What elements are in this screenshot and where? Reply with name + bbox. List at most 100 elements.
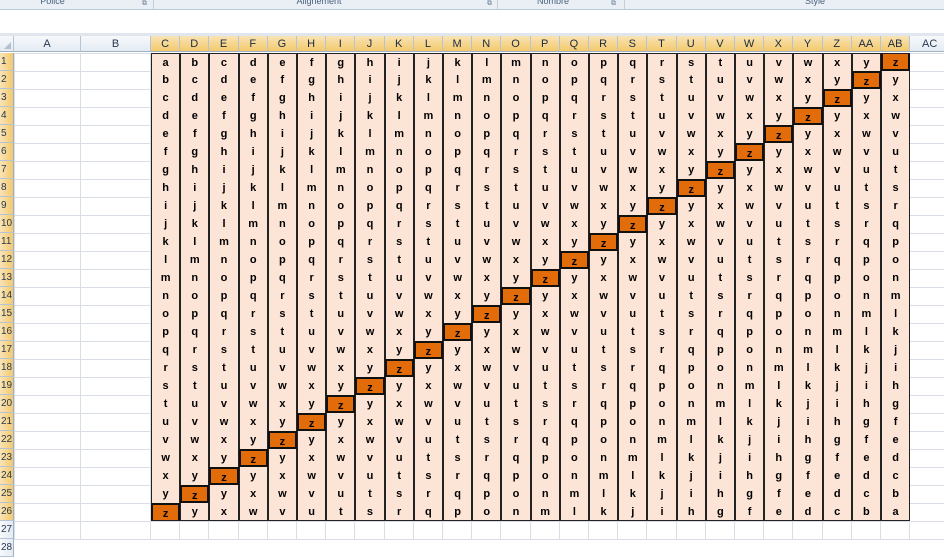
cell-x23[interactable]: h bbox=[764, 449, 794, 467]
cell-t22[interactable]: m bbox=[647, 431, 677, 449]
cell-ab17[interactable]: j bbox=[881, 341, 911, 359]
cell-j17[interactable]: x bbox=[355, 341, 385, 359]
cell-s17[interactable]: s bbox=[618, 341, 648, 359]
cell-k15[interactable]: w bbox=[384, 305, 414, 323]
cell-j23[interactable]: v bbox=[355, 449, 385, 467]
cell-u1[interactable]: s bbox=[676, 53, 706, 71]
cell-w7[interactable]: y bbox=[735, 161, 765, 179]
cell-aa16[interactable]: l bbox=[851, 323, 881, 341]
cell-e10[interactable]: l bbox=[209, 215, 239, 233]
cell-h11[interactable]: p bbox=[297, 233, 327, 251]
cell-r26[interactable]: k bbox=[589, 503, 619, 521]
cell-m23[interactable]: s bbox=[443, 449, 473, 467]
cell-s16[interactable]: t bbox=[618, 323, 648, 341]
cell-p7[interactable]: t bbox=[530, 161, 560, 179]
cell-c3[interactable]: c bbox=[151, 89, 181, 107]
cell-l17[interactable]: z bbox=[413, 341, 443, 359]
cell-v15[interactable]: r bbox=[705, 305, 735, 323]
cell-z23[interactable]: f bbox=[822, 449, 852, 467]
cell-j24[interactable]: u bbox=[355, 467, 385, 485]
cell-s15[interactable]: u bbox=[618, 305, 648, 323]
cell-z16[interactable]: m bbox=[822, 323, 852, 341]
row-header-8[interactable]: 8 bbox=[0, 179, 14, 197]
cell-h5[interactable]: j bbox=[297, 125, 327, 143]
cell-u7[interactable]: y bbox=[676, 161, 706, 179]
cell-z20[interactable]: i bbox=[822, 395, 852, 413]
cell-y2[interactable]: x bbox=[793, 71, 823, 89]
cell-i16[interactable]: v bbox=[326, 323, 356, 341]
column-header-r[interactable]: R bbox=[589, 36, 619, 52]
row-header-11[interactable]: 11 bbox=[0, 233, 14, 251]
cell-s9[interactable]: y bbox=[618, 197, 648, 215]
cell-q14[interactable]: x bbox=[559, 287, 589, 305]
cell-d3[interactable]: d bbox=[180, 89, 210, 107]
cell-g6[interactable]: j bbox=[267, 143, 297, 161]
cell-ab18[interactable]: i bbox=[881, 359, 911, 377]
row-header-18[interactable]: 18 bbox=[0, 359, 14, 377]
cell-t6[interactable]: w bbox=[647, 143, 677, 161]
cell-i18[interactable]: x bbox=[326, 359, 356, 377]
cell-g13[interactable]: q bbox=[267, 269, 297, 287]
cell-z4[interactable]: y bbox=[822, 107, 852, 125]
cell-v9[interactable]: x bbox=[705, 197, 735, 215]
cell-q20[interactable]: r bbox=[559, 395, 589, 413]
cell-k18[interactable]: z bbox=[384, 359, 414, 377]
row-header-3[interactable]: 3 bbox=[0, 89, 14, 107]
cell-d1[interactable]: b bbox=[180, 53, 210, 71]
cell-l24[interactable]: s bbox=[413, 467, 443, 485]
cell-g9[interactable]: m bbox=[267, 197, 297, 215]
cell-u18[interactable]: p bbox=[676, 359, 706, 377]
cell-q19[interactable]: s bbox=[559, 377, 589, 395]
select-all-corner[interactable] bbox=[0, 36, 14, 52]
row-header-26[interactable]: 26 bbox=[0, 503, 14, 521]
cell-g12[interactable]: p bbox=[267, 251, 297, 269]
cell-ab16[interactable]: k bbox=[881, 323, 911, 341]
cell-aa8[interactable]: t bbox=[851, 179, 881, 197]
cell-i13[interactable]: s bbox=[326, 269, 356, 287]
cell-y14[interactable]: p bbox=[793, 287, 823, 305]
cell-o16[interactable]: x bbox=[501, 323, 531, 341]
cell-v3[interactable]: v bbox=[705, 89, 735, 107]
cell-t4[interactable]: u bbox=[647, 107, 677, 125]
cell-p23[interactable]: p bbox=[530, 449, 560, 467]
row-header-17[interactable]: 17 bbox=[0, 341, 14, 359]
cell-g3[interactable]: g bbox=[267, 89, 297, 107]
cell-x22[interactable]: i bbox=[764, 431, 794, 449]
cell-d9[interactable]: j bbox=[180, 197, 210, 215]
cell-g5[interactable]: i bbox=[267, 125, 297, 143]
cell-p17[interactable]: v bbox=[530, 341, 560, 359]
cell-s23[interactable]: m bbox=[618, 449, 648, 467]
cell-r13[interactable]: x bbox=[589, 269, 619, 287]
cell-v8[interactable]: y bbox=[705, 179, 735, 197]
cell-aa5[interactable]: w bbox=[851, 125, 881, 143]
cell-n14[interactable]: y bbox=[472, 287, 502, 305]
cell-t2[interactable]: s bbox=[647, 71, 677, 89]
cell-s11[interactable]: y bbox=[618, 233, 648, 251]
cell-o24[interactable]: p bbox=[501, 467, 531, 485]
cell-r11[interactable]: z bbox=[589, 233, 619, 251]
cell-v16[interactable]: q bbox=[705, 323, 735, 341]
cell-v7[interactable]: z bbox=[705, 161, 735, 179]
cell-z2[interactable]: y bbox=[822, 71, 852, 89]
cell-c9[interactable]: i bbox=[151, 197, 181, 215]
cell-v13[interactable]: t bbox=[705, 269, 735, 287]
cell-k4[interactable]: l bbox=[384, 107, 414, 125]
cell-g2[interactable]: f bbox=[267, 71, 297, 89]
cell-q16[interactable]: v bbox=[559, 323, 589, 341]
cell-ab5[interactable]: v bbox=[881, 125, 911, 143]
cell-i8[interactable]: n bbox=[326, 179, 356, 197]
cell-o1[interactable]: m bbox=[501, 53, 531, 71]
row-header-2[interactable]: 2 bbox=[0, 71, 14, 89]
cell-r21[interactable]: p bbox=[589, 413, 619, 431]
cell-d6[interactable]: g bbox=[180, 143, 210, 161]
cell-k13[interactable]: u bbox=[384, 269, 414, 287]
cell-j16[interactable]: w bbox=[355, 323, 385, 341]
column-header-k[interactable]: K bbox=[384, 36, 414, 52]
column-header-e[interactable]: E bbox=[209, 36, 239, 52]
cell-v19[interactable]: n bbox=[705, 377, 735, 395]
cell-ab12[interactable]: o bbox=[881, 251, 911, 269]
cell-i20[interactable]: z bbox=[326, 395, 356, 413]
cell-c14[interactable]: n bbox=[151, 287, 181, 305]
cell-u11[interactable]: w bbox=[676, 233, 706, 251]
cell-c5[interactable]: e bbox=[151, 125, 181, 143]
